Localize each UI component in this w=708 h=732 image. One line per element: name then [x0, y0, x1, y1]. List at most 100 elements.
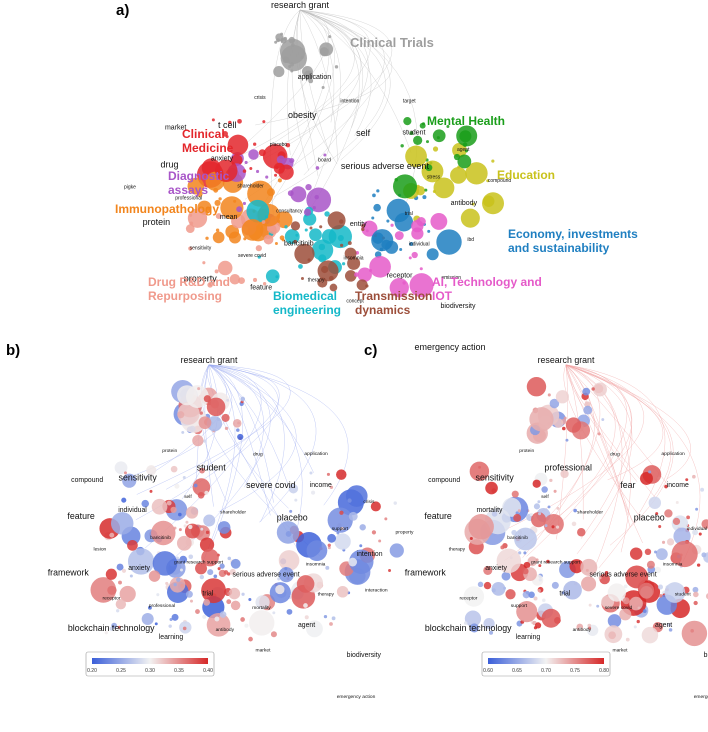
a-node: [436, 229, 462, 255]
b-node: [195, 562, 208, 575]
a-term-label: serious adverse event: [341, 161, 430, 171]
b-node: [241, 592, 245, 596]
a-node: [280, 32, 284, 36]
c-node: [657, 476, 661, 480]
c-term-label: research grant: [538, 355, 595, 365]
b-node: [190, 599, 193, 603]
c-term-label: learning: [516, 634, 541, 641]
c-node: [491, 511, 498, 517]
b-node: [240, 617, 245, 622]
c-term-label: antibody: [573, 627, 592, 633]
b-node: [217, 567, 221, 571]
c-term-label: compound: [428, 477, 460, 484]
a-node: [354, 272, 359, 277]
a-edge: [262, 9, 361, 160]
panel-c-network: research grant grant research support shar…: [405, 355, 708, 700]
b-node: [197, 492, 205, 499]
b-node: [336, 585, 349, 598]
a-edge: [299, 9, 391, 161]
c-term-label: serious adverse event: [590, 572, 657, 579]
a-node: [460, 208, 480, 228]
a-node: [307, 258, 311, 262]
c-edge: [526, 364, 628, 557]
b-node: [116, 609, 120, 613]
b-term-label: interaction: [365, 587, 388, 593]
b-node: [248, 636, 253, 642]
cluster-title: Transmission dynamics: [355, 289, 432, 317]
b-node: [127, 539, 138, 551]
a-node: [274, 40, 278, 44]
b-node: [227, 556, 232, 561]
a-node: [215, 213, 222, 220]
a-node: [319, 225, 323, 229]
a-node: [419, 267, 423, 271]
panel-a-network: research grant consultancy board entity shar…: [115, 0, 638, 352]
a-node: [246, 199, 270, 223]
b-node: [236, 428, 240, 432]
c-edge: [565, 364, 691, 480]
a-edge: [297, 9, 319, 177]
c-edge: [565, 364, 633, 555]
c-node: [661, 540, 666, 544]
a-node: [261, 220, 266, 224]
b-node: [176, 577, 181, 582]
a-node: [334, 65, 339, 69]
b-term-label: placebo: [277, 513, 308, 523]
a-node: [229, 274, 241, 285]
a-node: [238, 277, 245, 285]
c-node: [581, 576, 597, 592]
b-node: [114, 461, 128, 475]
b-colorbar-tick: 0.40: [203, 668, 213, 674]
b-node: [286, 608, 293, 615]
a-node: [262, 282, 267, 286]
b-node: [326, 472, 330, 476]
a-node: [280, 38, 284, 42]
c-node: [623, 584, 628, 589]
b-node: [223, 570, 229, 575]
c-node: [599, 573, 610, 585]
a-term-label: entity: [350, 221, 367, 228]
b-term-label: emergency action: [337, 694, 376, 700]
a-node: [265, 215, 269, 219]
b-term-label: severe covid: [246, 480, 296, 490]
c-node: [562, 426, 566, 431]
b-node: [348, 511, 358, 521]
a-term-label: sensitivity: [190, 245, 212, 251]
c-colorbar-tick: 0.70: [541, 668, 551, 674]
c-node: [640, 472, 653, 485]
b-node: [249, 610, 275, 636]
b-node: [237, 433, 244, 441]
c-node: [547, 505, 551, 509]
c-node: [556, 506, 560, 510]
a-node: [317, 260, 339, 282]
b-node: [154, 622, 158, 626]
b-term-label: student: [197, 463, 226, 473]
b-node: [230, 600, 241, 611]
a-node: [344, 247, 357, 260]
b-node: [210, 399, 220, 409]
a-edge: [229, 9, 355, 162]
b-node: [349, 549, 374, 574]
b-node: [175, 556, 179, 560]
b-node: [90, 577, 117, 603]
a-node: [288, 36, 296, 44]
c-term-label: insomnia: [663, 561, 683, 567]
b-node: [327, 507, 353, 533]
c-node: [522, 568, 529, 575]
a-term-label: pigke: [124, 184, 136, 190]
b-node: [177, 385, 198, 406]
b-node: [169, 617, 173, 621]
c-node: [604, 571, 609, 575]
b-node: [303, 603, 308, 608]
c-node: [705, 593, 708, 600]
c-edge: [565, 364, 672, 502]
a-node: [394, 231, 404, 241]
c-node: [464, 610, 482, 627]
b-node: [240, 396, 246, 402]
a-node: [284, 225, 288, 229]
b-node: [306, 620, 323, 638]
c-node: [469, 461, 490, 482]
b-term-label: property: [396, 529, 414, 535]
c-term-label: framework: [405, 568, 447, 578]
a-node: [436, 136, 440, 140]
